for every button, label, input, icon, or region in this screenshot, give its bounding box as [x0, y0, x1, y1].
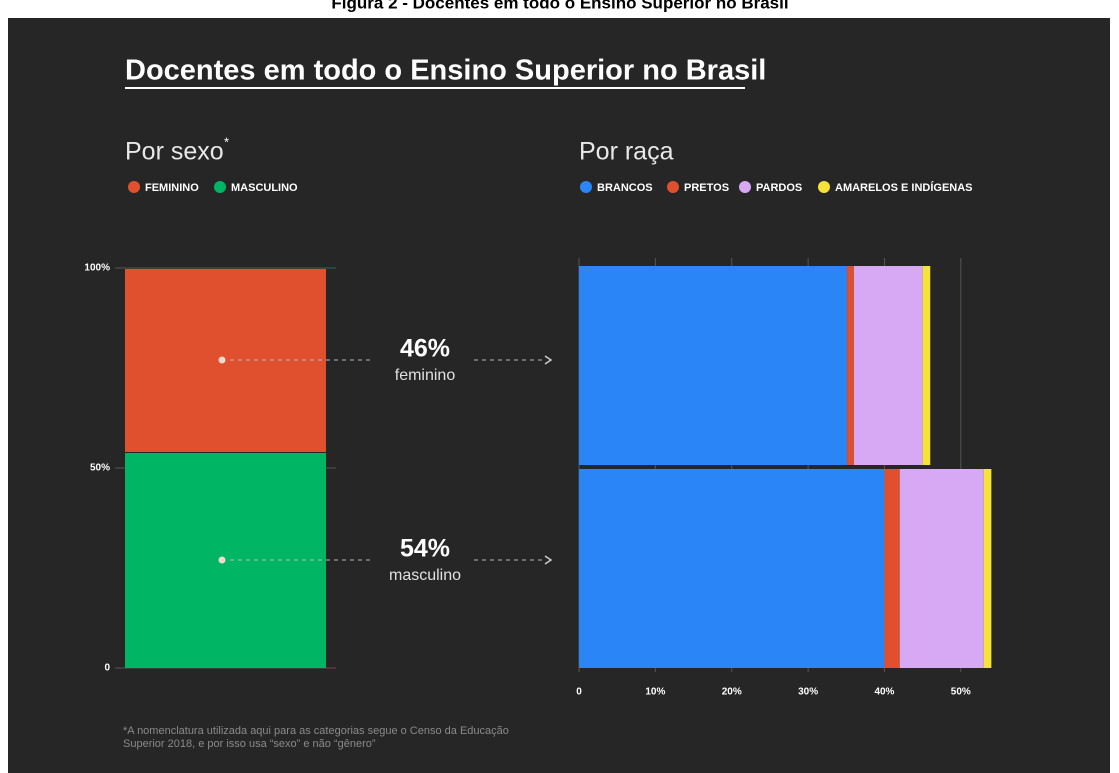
legend-swatch — [128, 181, 140, 193]
bar-segment — [125, 453, 326, 668]
y-tick-label: 50% — [90, 463, 110, 474]
bar-segment — [125, 269, 326, 452]
legend-label: BRANCOS — [597, 182, 653, 194]
value-label: 54% — [400, 535, 450, 563]
connector-dot — [218, 356, 226, 364]
y-tick-label: 0 — [104, 663, 110, 674]
legend-swatch — [818, 181, 830, 193]
caption: Figura 2 - Docentes em todo o Ensino Sup… — [331, 0, 788, 12]
legend-label: AMARELOS E INDÍGENAS — [835, 181, 973, 194]
category-label: masculino — [389, 567, 461, 584]
x-tick-label: 50% — [951, 687, 971, 698]
bar-segment — [922, 266, 931, 465]
bar-segment — [579, 266, 848, 465]
legend-swatch — [214, 181, 226, 193]
bar-segment — [579, 469, 885, 668]
x-tick-label: 20% — [722, 687, 742, 698]
arrow-head — [544, 555, 553, 565]
legend-swatch — [739, 181, 751, 193]
legend-label: FEMININO — [145, 182, 199, 194]
footnote: *A nomenclatura utilizada aqui para as c… — [123, 725, 509, 737]
category-label: feminino — [395, 367, 456, 384]
x-tick-label: 30% — [798, 687, 818, 698]
y-tick-label: 100% — [84, 263, 110, 274]
legend-label: PARDOS — [756, 182, 802, 194]
legend-swatch — [580, 181, 592, 193]
bar-segment — [899, 469, 984, 668]
x-tick-label: 40% — [874, 687, 894, 698]
subtitle: Por sexo — [125, 138, 224, 166]
title: Docentes em todo o Ensino Superior no Br… — [125, 55, 766, 87]
bar-segment — [847, 266, 854, 465]
connector-dot — [218, 556, 226, 564]
x-tick-label: 0 — [576, 687, 582, 698]
subtitle-mark: * — [224, 134, 229, 149]
arrow-head — [544, 355, 553, 365]
value-label: 46% — [400, 335, 450, 363]
bar-segment — [853, 266, 923, 465]
legend-label: PRETOS — [684, 182, 729, 194]
legend-swatch — [667, 181, 679, 193]
legend-label: MASCULINO — [231, 182, 298, 194]
subtitle: Por raça — [579, 138, 674, 166]
x-tick-label: 10% — [645, 687, 665, 698]
footnote: Superior 2018, e por isso usa “sexo” e n… — [123, 738, 376, 750]
bar-segment — [884, 469, 900, 668]
bar-segment — [983, 469, 992, 668]
